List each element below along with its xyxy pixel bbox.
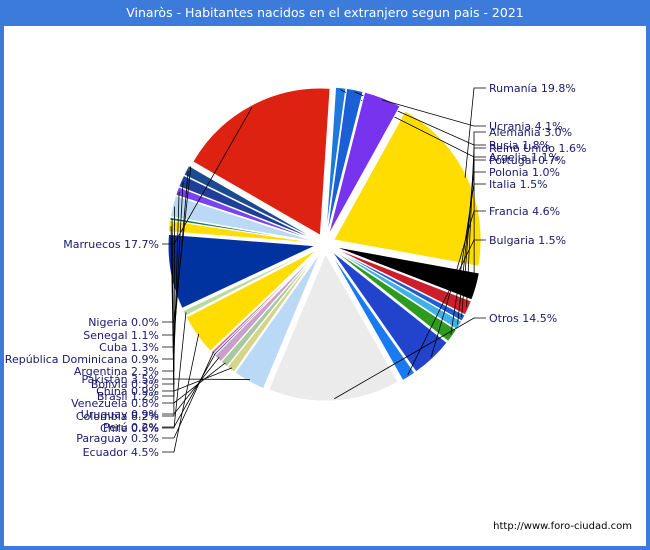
leader-line [473,131,486,287]
pie-slice-rusia [326,88,364,235]
pie-slice-colombia [167,234,317,309]
slice-label: Argentina 2.3% [74,365,159,378]
pie-slice-argelia [325,86,347,235]
leader-line [162,333,200,453]
slice-label: Senegal 1.1% [83,329,159,342]
pie-chart: Rumanía 19.8% Alemania 3.0% Reino Unido 1.… [5,82,587,459]
pie-slice-ucrania [328,91,401,235]
slice-label: Portugal 0.7% [489,154,566,167]
slice-label: Francia 4.6% [489,205,560,218]
pie-slice-república-dominicana [175,186,316,242]
slice-label: Marruecos 17.7% [63,238,159,251]
pie-slice-ecuador [185,249,318,352]
pie-slice-marruecos [192,87,331,236]
pie-slice-cuba [178,174,317,241]
slice-label: Nigeria 0.0% [88,316,159,329]
pie-slice-francia [331,250,448,373]
pie-slice-italia [332,249,457,342]
slice-label: Chile 0.6% [100,422,159,435]
leader-line [334,317,486,400]
plot-area: Rumanía 19.8% Alemania 3.0% Reino Unido 1.… [4,26,646,546]
leader-line [162,219,175,385]
pie-slice-reino-unido [333,247,472,316]
slice-label: Alemania 3.0% [489,126,572,139]
slice-label: Italia 1.5% [489,178,548,191]
slice-label: Ecuador 4.5% [83,446,159,459]
leader-line [162,357,220,415]
slice-label: Ucrania 4.1% [489,120,563,133]
slice-label: Argelia 1.1% [489,151,559,164]
leader-line [381,99,486,127]
leader-line [162,107,253,245]
slice-label: Uruguay 0.9% [81,408,159,421]
leader-line [162,226,175,397]
slice-label: Reino Unido 1.6% [489,142,586,155]
leader-line [461,159,486,318]
pie-slice-pakistán [234,252,321,389]
chart-title: Vinaròs - Habitantes nacidos en el extra… [126,5,524,20]
pie-slice-brasil [168,220,316,244]
slice-label: Brasil 1.2% [97,390,159,403]
leader-line [162,171,189,336]
leader-line [162,191,180,360]
leader-line [162,206,175,372]
leader-line [407,239,486,376]
pie-slice-bulgaria [329,252,416,381]
slice-label: República Dominicana 0.9% [5,353,159,366]
slice-label: Rumanía 19.8% [489,82,576,95]
leader-line [450,183,486,335]
pie-slice-paraguay [210,250,319,355]
slice-label: Pakistán 3.5% [81,373,159,386]
slice-label: Perú 0.2% [103,421,159,434]
slice-label: China 0.9% [96,385,159,398]
leader-line [162,351,214,439]
pie-slice-alemania [334,246,480,301]
pie-slice-bolivia [169,216,316,243]
leader-line [162,378,250,380]
pie-slice-china [226,251,320,373]
leader-line [457,171,486,325]
slice-label: Colombia 8.2% [76,410,159,423]
leader-line [464,87,486,178]
slice-label: Polonia 1.0% [489,166,560,179]
pie-slice-portugal [333,248,466,322]
slice-label: Cuba 1.3% [99,341,159,354]
slice-label: Bulgaria 1.5% [489,234,566,247]
pie-slice-venezuela [220,251,319,368]
leader-line [162,312,187,429]
slice-label: Paraguay 0.3% [76,432,159,445]
leader-line [162,166,192,323]
slice-label: Bolivia 0.3% [91,378,159,391]
leader-line [162,181,184,348]
pie-slice-senegal [183,165,317,240]
leader-line [430,210,486,358]
leader-line [466,147,486,308]
pie-slice-argentina [169,195,316,242]
slice-label: Otros 14.5% [489,312,557,325]
slice-label: Rusia 1.8% [489,139,550,152]
pie-slice-otros [268,253,399,402]
slice-label: Venezuela 0.8% [71,397,159,410]
pie-slice-polonia [333,248,463,330]
source-link[interactable]: http://www.foro-ciudad.com [493,521,632,532]
